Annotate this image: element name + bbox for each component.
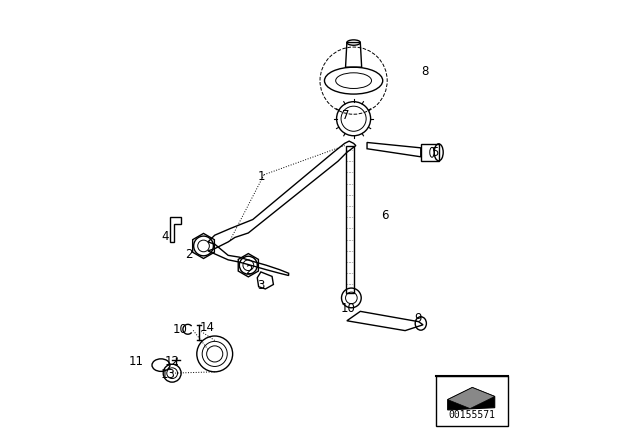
Bar [421,144,439,161]
Text: 10: 10 [340,302,355,315]
Text: 14: 14 [200,321,214,335]
Text: 2: 2 [246,264,253,277]
Bar [346,146,354,293]
Text: 13: 13 [160,368,175,382]
Text: 12: 12 [164,355,180,369]
Text: 11: 11 [129,355,144,369]
Bar [436,376,508,426]
Text: 8: 8 [422,65,429,78]
Polygon shape [448,388,495,409]
Text: 00155571: 00155571 [449,410,496,420]
Text: 2: 2 [186,248,193,261]
Text: 4: 4 [162,230,169,243]
Text: 6: 6 [381,208,388,222]
Polygon shape [448,388,495,410]
Text: 7: 7 [342,109,349,122]
Text: 1: 1 [258,170,266,184]
Text: 5: 5 [431,146,439,159]
Text: 9: 9 [414,312,421,326]
Text: 3: 3 [257,279,264,293]
Text: 10: 10 [173,323,188,336]
